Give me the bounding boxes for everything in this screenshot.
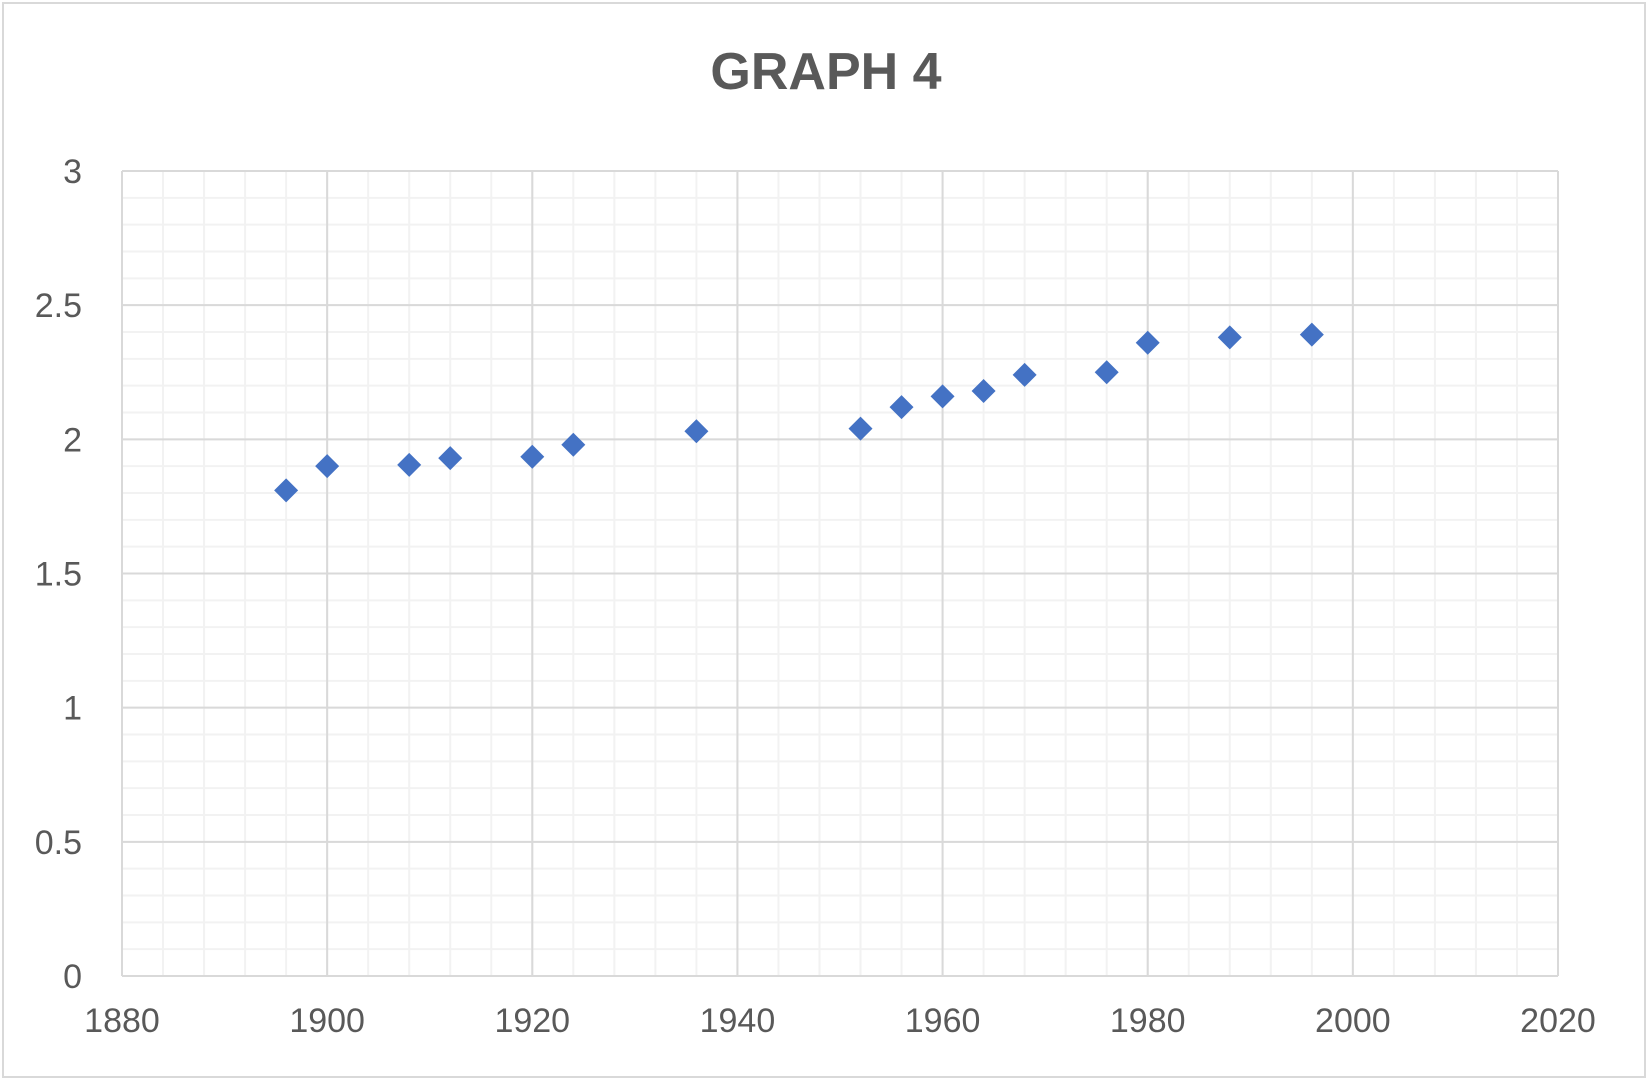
- y-tick-label: 0.5: [35, 824, 82, 862]
- data-point: [930, 384, 955, 409]
- data-point: [274, 478, 299, 503]
- data-point: [397, 452, 422, 477]
- x-tick-label: 1980: [1110, 1002, 1186, 1040]
- y-tick-label: 1: [63, 690, 82, 728]
- x-tick-label: 2000: [1315, 1002, 1391, 1040]
- data-point: [848, 416, 873, 441]
- y-tick-label: 2.5: [35, 287, 82, 325]
- x-tick-label: 1900: [289, 1002, 365, 1040]
- x-tick-label: 1940: [700, 1002, 776, 1040]
- y-tick-label: 0: [63, 958, 82, 996]
- x-tick-label: 1920: [494, 1002, 570, 1040]
- data-point: [520, 444, 545, 469]
- data-point: [1299, 322, 1324, 347]
- data-point: [561, 432, 586, 457]
- y-tick-label: 3: [63, 153, 82, 191]
- gridlines: [121, 170, 1559, 977]
- y-tick-label: 2: [63, 421, 82, 459]
- x-tick-label: 1960: [905, 1002, 981, 1040]
- data-point: [438, 446, 463, 471]
- data-point: [971, 379, 996, 404]
- data-point: [1135, 330, 1160, 355]
- tick-labels: 1880 1900 1920 1940 1960 1980 2000 2020 0 0.5 1 1.5…: [35, 153, 1596, 1040]
- data-point: [1094, 360, 1119, 385]
- x-tick-label: 2020: [1520, 1002, 1596, 1040]
- data-point: [1217, 325, 1242, 350]
- y-tick-label: 1.5: [35, 556, 82, 594]
- data-point: [1012, 362, 1037, 387]
- data-point: [684, 419, 709, 444]
- data-point: [889, 395, 914, 420]
- x-tick-label: 1880: [84, 1002, 160, 1040]
- chart-title: GRAPH 4: [710, 43, 942, 101]
- data-point: [315, 454, 340, 479]
- data-points: [274, 322, 1324, 503]
